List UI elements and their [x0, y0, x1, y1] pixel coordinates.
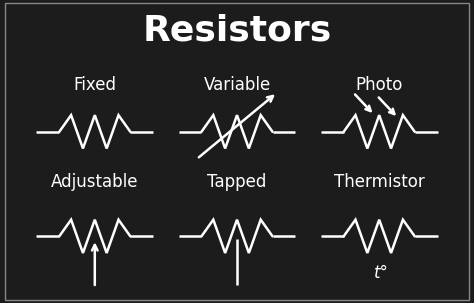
- Text: Photo: Photo: [356, 76, 403, 94]
- Text: t°: t°: [374, 264, 389, 282]
- Text: Thermistor: Thermistor: [334, 173, 425, 191]
- Text: Variable: Variable: [203, 76, 271, 94]
- Text: Adjustable: Adjustable: [51, 173, 138, 191]
- Text: Fixed: Fixed: [73, 76, 116, 94]
- Text: Resistors: Resistors: [142, 13, 332, 47]
- Text: Tapped: Tapped: [207, 173, 267, 191]
